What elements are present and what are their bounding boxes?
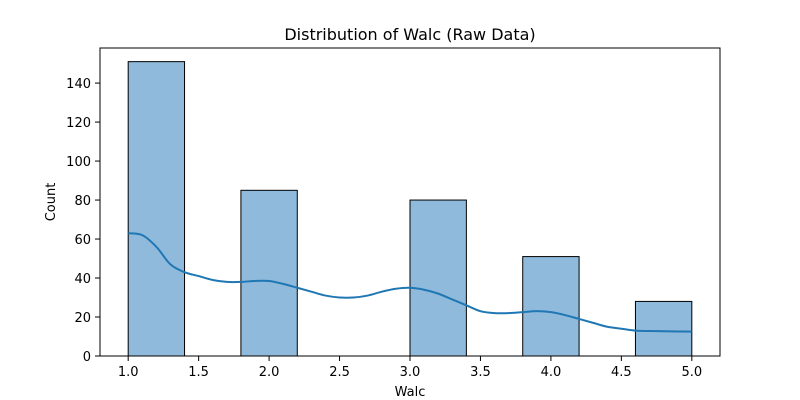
x-tick-label: 2.5 [329, 365, 350, 380]
chart-title: Distribution of Walc (Raw Data) [284, 25, 535, 44]
y-tick-label: 40 [74, 272, 91, 287]
kde-line [128, 232, 692, 333]
histogram-bar [240, 189, 298, 357]
histogram-bar [522, 256, 580, 357]
x-tick-label: 1.0 [118, 365, 139, 380]
y-tick-label: 80 [74, 194, 91, 209]
y-tick-label: 120 [66, 116, 91, 131]
bars-group [127, 61, 693, 357]
histogram-bar [634, 300, 693, 357]
x-tick-label: 5.0 [681, 365, 702, 380]
y-tick-label: 140 [66, 77, 91, 92]
x-tick-label: 4.0 [541, 365, 562, 380]
histogram-bar [409, 199, 467, 357]
x-axis-ticks: 1.0 1.5 2.0 2.5 3.0 3.5 4.0 4.5 5.0 [118, 356, 702, 380]
histogram-bar [127, 61, 186, 357]
y-tick-label: 0 [83, 350, 91, 365]
x-tick-label: 2.0 [259, 365, 280, 380]
x-tick-label: 4.5 [611, 365, 632, 380]
y-tick-label: 100 [66, 155, 91, 170]
y-tick-label: 60 [74, 233, 91, 248]
y-axis-ticks: 0 20 40 60 80 100 120 140 [66, 77, 100, 365]
y-tick-label: 20 [74, 311, 91, 326]
x-tick-label: 1.5 [188, 365, 209, 380]
x-axis-label: Walc [395, 385, 426, 400]
x-tick-label: 3.5 [470, 365, 491, 380]
x-tick-label: 3.0 [400, 365, 421, 380]
y-axis-label: Count [44, 183, 59, 222]
